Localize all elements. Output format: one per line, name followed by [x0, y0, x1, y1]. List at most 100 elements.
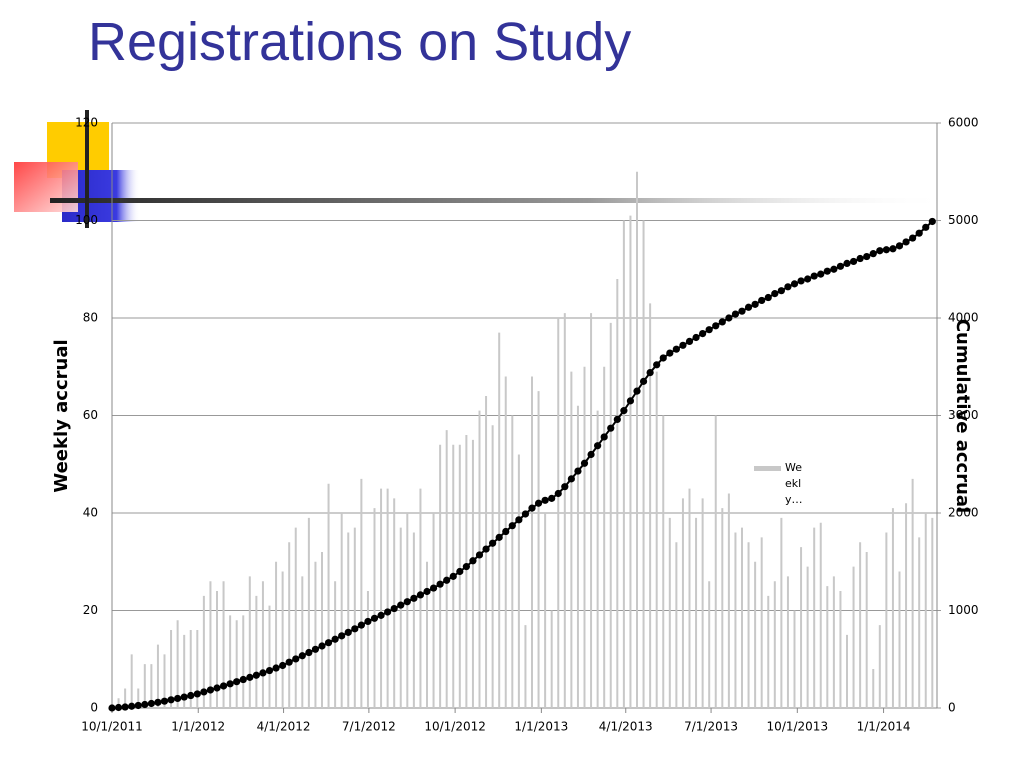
bar: [918, 537, 921, 708]
bar: [662, 415, 665, 708]
line-marker: [928, 217, 936, 226]
line-marker: [429, 584, 438, 592]
bar: [550, 610, 553, 708]
line-marker: [134, 701, 142, 710]
line-marker: [489, 539, 497, 547]
line-marker: [397, 601, 405, 609]
bar: [898, 571, 901, 708]
bar: [366, 591, 369, 708]
x-tick-label: 7/1/2013: [684, 720, 738, 734]
bar: [839, 591, 842, 708]
line-marker: [285, 658, 293, 666]
bar: [826, 586, 829, 708]
line-marker: [219, 682, 228, 690]
line-marker: [679, 341, 687, 349]
line-marker: [889, 245, 897, 253]
y2-tick-label: 0: [948, 701, 956, 715]
bar: [412, 532, 415, 708]
line-marker: [521, 510, 530, 518]
line-marker: [790, 280, 799, 288]
line-marker: [653, 361, 661, 369]
bar: [760, 537, 763, 708]
y-tick-label: 120: [75, 116, 98, 130]
line-marker: [922, 223, 930, 231]
bar: [360, 478, 363, 708]
bar: [878, 625, 881, 708]
line-marker: [620, 407, 628, 415]
line-marker: [882, 246, 890, 254]
y-tick-label: 40: [83, 506, 98, 520]
bar: [242, 615, 245, 708]
bar: [216, 591, 218, 708]
line-marker: [633, 387, 641, 395]
line-marker: [121, 703, 129, 711]
line-marker: [869, 250, 877, 258]
slide-title: Registrations on Study: [88, 12, 631, 72]
line-marker: [607, 424, 615, 432]
bar: [576, 405, 579, 708]
bar: [143, 664, 146, 708]
bar: [819, 522, 822, 708]
bar: [832, 576, 835, 708]
bar: [793, 610, 796, 708]
x-tick-label: 1/1/2013: [514, 720, 568, 734]
line-marker: [725, 314, 733, 322]
line-marker: [305, 648, 313, 657]
line-marker: [265, 666, 274, 675]
bar: [655, 371, 658, 708]
line-marker: [849, 257, 858, 266]
bar: [471, 439, 474, 708]
line-marker: [311, 645, 320, 653]
line-marker: [180, 693, 188, 701]
line-marker: [469, 557, 477, 565]
bar: [590, 313, 593, 708]
line-marker: [909, 234, 917, 242]
bar: [426, 561, 428, 708]
line-marker: [784, 283, 792, 291]
line-marker: [771, 290, 779, 298]
line-marker: [804, 275, 812, 283]
line-marker: [233, 678, 241, 686]
line-marker: [895, 242, 904, 250]
line-marker: [213, 684, 221, 692]
x-tick-label: 10/1/2011: [81, 720, 143, 734]
bar: [596, 410, 599, 708]
y2-tick-label: 5000: [948, 213, 979, 227]
line-marker: [639, 377, 648, 385]
line-marker: [580, 459, 589, 467]
line-marker: [705, 326, 713, 334]
bar: [747, 542, 750, 708]
line-marker: [423, 587, 431, 596]
bar: [288, 542, 291, 708]
bar: [806, 566, 809, 708]
bar: [911, 478, 914, 708]
line-marker: [751, 300, 759, 308]
line-marker: [141, 700, 149, 709]
bar: [314, 561, 317, 708]
bar: [248, 576, 251, 708]
line-marker: [279, 661, 287, 670]
bar: [209, 581, 212, 708]
line: [111, 220, 933, 709]
x-tick-label: 10/1/2013: [767, 720, 829, 734]
bar: [373, 508, 376, 708]
bar: [891, 508, 894, 708]
bar: [281, 571, 284, 708]
line-marker: [206, 686, 215, 694]
bar: [754, 561, 757, 708]
line-marker: [259, 669, 267, 677]
bar: [478, 410, 481, 708]
line-marker: [324, 639, 333, 647]
bar: [603, 366, 606, 708]
line-marker: [561, 483, 569, 491]
line-marker: [587, 450, 595, 459]
bar: [570, 371, 573, 708]
line-marker: [357, 621, 365, 629]
bar-series: [111, 171, 934, 708]
line-marker: [541, 496, 549, 504]
bar: [924, 513, 927, 708]
y2-tick-label: 1000: [948, 603, 979, 617]
bar: [307, 517, 310, 708]
line-marker: [863, 252, 871, 261]
bar: [563, 313, 566, 708]
